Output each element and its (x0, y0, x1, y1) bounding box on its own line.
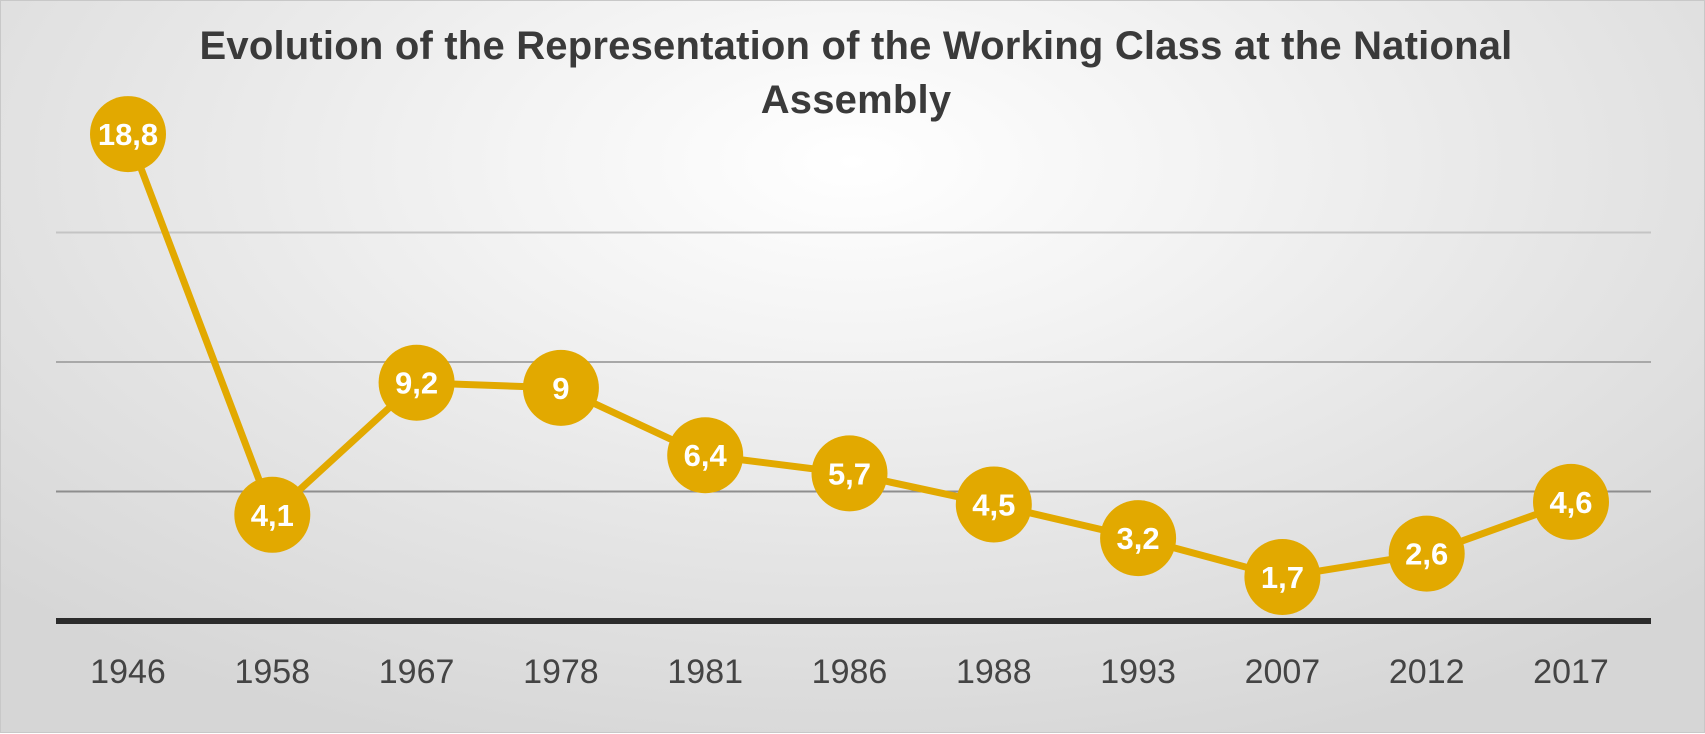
data-label: 18,8 (98, 117, 158, 152)
chart-title-line-1: Evolution of the Representation of the W… (199, 24, 1513, 68)
data-label: 9,2 (395, 366, 438, 401)
data-point-marker (811, 435, 888, 512)
data-label: 1,7 (1261, 560, 1304, 595)
data-point-marker (90, 96, 166, 173)
data-label: 2,6 (1405, 537, 1448, 572)
x-tick-label: 1978 (523, 653, 599, 691)
x-tick-label: 1981 (667, 653, 743, 691)
data-label: 5,7 (828, 456, 871, 491)
data-label: 6,4 (684, 438, 728, 473)
x-tick-label: 2007 (1245, 653, 1321, 691)
data-point-marker (1533, 463, 1609, 540)
x-tick-label: 2017 (1533, 653, 1609, 691)
data-point-marker (234, 476, 311, 553)
chart-title: Evolution of the Representation of the W… (151, 19, 1561, 127)
data-point-marker (1100, 500, 1177, 577)
x-tick-label: 1988 (956, 653, 1032, 691)
data-label: 3,2 (1117, 521, 1160, 556)
x-tick-label: 1986 (812, 653, 888, 691)
data-label: 4,6 (1549, 485, 1592, 520)
data-point-marker (667, 417, 744, 494)
data-label: 4,1 (251, 498, 294, 533)
x-tick-label: 1946 (90, 653, 166, 691)
chart-title-line-2: Assembly (760, 78, 952, 122)
data-label: 4,5 (972, 487, 1015, 522)
x-tick-label: 2012 (1389, 653, 1465, 691)
data-point-marker (378, 344, 455, 421)
x-tick-label: 1993 (1100, 653, 1176, 691)
data-point-marker (1244, 538, 1321, 615)
x-tick-label: 1958 (234, 653, 310, 691)
data-point-marker (955, 466, 1032, 543)
data-label: 9 (552, 371, 569, 406)
data-point-marker (1388, 515, 1465, 592)
data-point-marker (522, 349, 599, 426)
x-tick-label: 1967 (379, 653, 455, 691)
